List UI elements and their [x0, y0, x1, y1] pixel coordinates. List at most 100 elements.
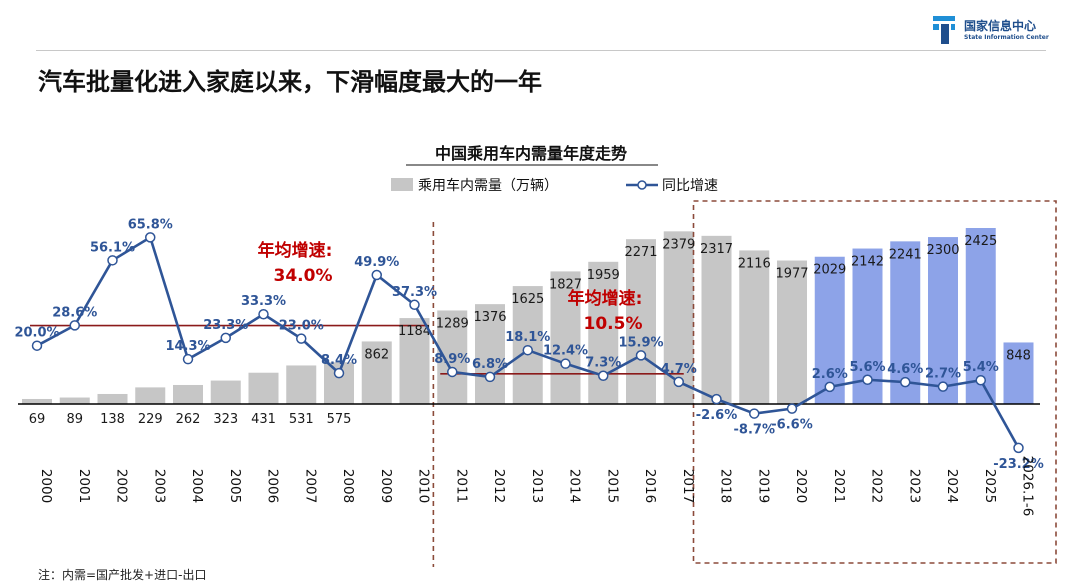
- growth-marker: [296, 333, 307, 344]
- bar-value-label: 1289: [436, 316, 469, 331]
- growth-marker: [258, 308, 269, 320]
- legend-bar-swatch: [391, 178, 413, 191]
- bar-value-label: 2425: [964, 234, 997, 249]
- growth-marker: [786, 403, 798, 414]
- growth-marker: [711, 393, 722, 405]
- bar-value-label: 862: [364, 347, 389, 362]
- x-tick-label: 2023: [906, 469, 922, 503]
- growth-marker: [447, 366, 458, 378]
- growth-marker: [145, 232, 156, 243]
- growth-marker: [409, 299, 420, 311]
- growth-value-label: 20.0%: [14, 326, 59, 341]
- logo-en-text: State Information Center: [964, 34, 1049, 41]
- growth-value-label: 8.4%: [321, 353, 357, 368]
- growth-value-label: 28.6%: [52, 305, 97, 320]
- x-tick-label: 2014: [567, 469, 583, 503]
- bar: [965, 228, 996, 404]
- state-info-center-logo-icon: [933, 16, 955, 44]
- x-tick-label: 2002: [114, 469, 130, 503]
- growth-marker: [220, 332, 231, 344]
- growth-marker: [371, 269, 382, 281]
- bar-value-label: 1959: [587, 268, 620, 283]
- legend-line-label: 同比增速: [662, 178, 718, 194]
- annotation-value: 10.5%: [584, 314, 643, 334]
- x-tick-label: 2020: [793, 469, 809, 503]
- header-divider: [36, 50, 1046, 51]
- growth-value-label: 4.6%: [887, 362, 923, 377]
- growth-value-label: 65.8%: [128, 217, 173, 232]
- growth-marker: [107, 255, 118, 266]
- x-tick-label: 2004: [189, 469, 205, 503]
- growth-value-label: -23.2%: [993, 457, 1044, 472]
- x-tick-label: 2013: [529, 469, 545, 503]
- bar: [399, 318, 430, 404]
- bar-value-label: 262: [176, 412, 201, 427]
- x-tick-label: 2009: [378, 469, 394, 503]
- x-tick-label: 2005: [227, 469, 243, 503]
- bar: [210, 380, 241, 404]
- logo: 国家信息中心 State Information Center: [933, 14, 1073, 48]
- bar-value-label: 575: [327, 412, 352, 427]
- slide-title: 汽车批量化进入家庭以来，下滑幅度最大的一年: [38, 68, 542, 96]
- growth-marker: [333, 367, 345, 379]
- bar-value-label: 2241: [889, 247, 922, 262]
- growth-marker: [31, 340, 43, 351]
- bar: [248, 372, 279, 404]
- growth-marker: [900, 376, 911, 388]
- x-tick-label: 2006: [265, 469, 281, 503]
- legend-line-marker: [637, 180, 647, 190]
- x-tick-label: 2021: [831, 469, 847, 503]
- chart-title: 中国乘用车内需量年度走势: [435, 144, 627, 163]
- logo-cn-text: 国家信息中心: [964, 19, 1037, 33]
- growth-value-label: 49.9%: [354, 255, 399, 270]
- growth-marker: [484, 371, 496, 383]
- x-tick-label: 2000: [38, 469, 54, 503]
- bar: [173, 384, 203, 404]
- bar: [928, 237, 958, 404]
- bar-value-label: 89: [66, 412, 83, 427]
- bar-value-label: 848: [1006, 348, 1031, 363]
- bar: [550, 271, 581, 404]
- bar: [777, 260, 807, 404]
- x-tick-label: 2018: [718, 469, 734, 503]
- bar-value-label: 1625: [511, 292, 544, 307]
- x-tick-label: 2008: [340, 469, 356, 503]
- x-tick-label: 2007: [302, 469, 318, 503]
- bar-value-label: 1977: [775, 267, 808, 282]
- x-tick-label: 2019: [755, 469, 771, 503]
- growth-value-label: 56.1%: [90, 240, 135, 255]
- bar: [626, 239, 656, 404]
- growth-value-label: 7.3%: [585, 356, 621, 371]
- bar-value-label: 2300: [926, 243, 959, 258]
- bar-value-label: 531: [289, 412, 314, 427]
- bar-value-label: 1376: [473, 310, 506, 325]
- annotation-value: 34.0%: [274, 266, 333, 286]
- growth-value-label: 23.3%: [203, 318, 248, 333]
- bar: [135, 387, 166, 404]
- growth-marker: [69, 320, 80, 331]
- legend-bar-label: 乘用车内需量（万辆）: [418, 177, 558, 194]
- bar-value-label: 1827: [549, 277, 582, 292]
- x-tick-label: 2003: [151, 469, 167, 503]
- growth-value-label: 15.9%: [618, 335, 663, 350]
- bar-value-label: 2379: [662, 237, 695, 252]
- growth-marker: [635, 350, 647, 361]
- x-tick-label: 2011: [453, 469, 469, 503]
- annotation-label: 年均增速:: [568, 288, 643, 309]
- bar: [701, 235, 732, 404]
- growth-marker: [673, 376, 684, 388]
- growth-marker: [937, 381, 949, 392]
- growth-marker: [824, 381, 835, 393]
- growth-marker: [560, 358, 571, 369]
- bar-value-label: 2142: [851, 255, 884, 270]
- growth-value-label: 6.8%: [472, 357, 508, 372]
- x-tick-label: 2025: [982, 469, 998, 503]
- x-tick-label: 2016: [642, 469, 658, 503]
- growth-value-label: 37.3%: [392, 285, 437, 300]
- growth-marker: [862, 374, 873, 386]
- growth-value-label: 23.0%: [279, 319, 324, 334]
- growth-value-label: 14.3%: [165, 339, 210, 354]
- x-tick-label: 2024: [944, 469, 960, 503]
- growth-value-label: 12.4%: [543, 344, 588, 359]
